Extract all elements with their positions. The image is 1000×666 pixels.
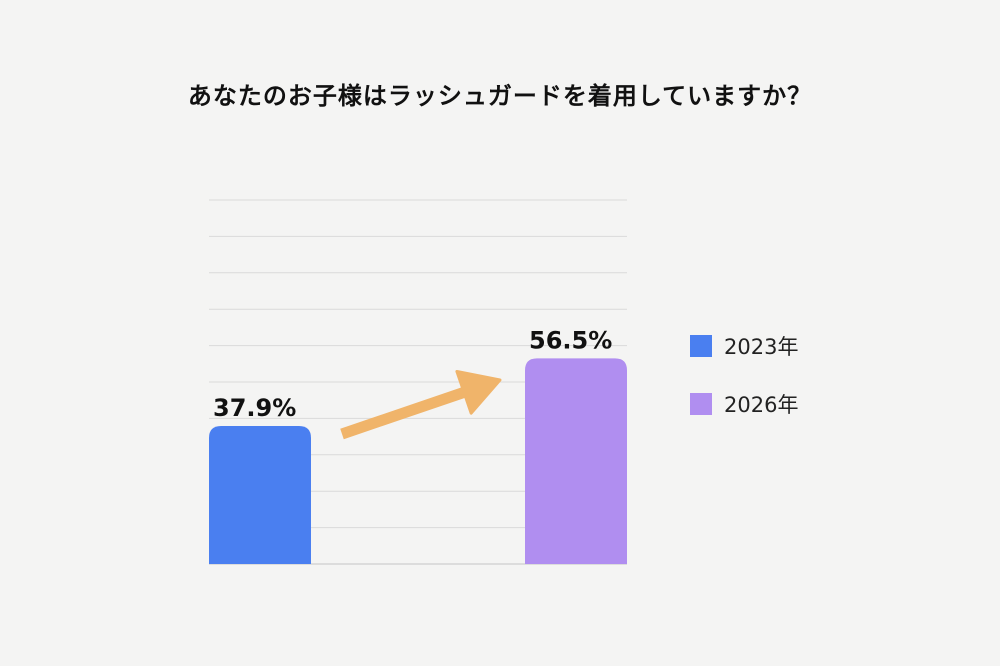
bar-2026年	[525, 358, 627, 564]
chart-title: あなたのお子様はラッシュガードを着用していますか？	[187, 82, 813, 110]
chart-legend: 2023年 2026年	[690, 333, 798, 449]
arrow-shaft	[340, 385, 470, 440]
value-labels: 37.9% 56.5%	[213, 326, 612, 422]
legend-item-2026: 2026年	[690, 391, 798, 417]
legend-swatch-2026	[690, 393, 712, 415]
arrow-head	[455, 369, 502, 415]
bars	[209, 358, 627, 564]
legend-label-2026: 2026年	[724, 393, 799, 417]
legend-item-2023: 2023年	[690, 333, 798, 359]
value-label-2023年: 37.9%	[213, 394, 296, 422]
bar-2023年	[209, 426, 311, 564]
trend-arrow	[340, 369, 502, 440]
legend-label-2023: 2023年	[724, 335, 799, 359]
legend-swatch-2023	[690, 335, 712, 357]
value-label-2026年: 56.5%	[529, 326, 612, 354]
